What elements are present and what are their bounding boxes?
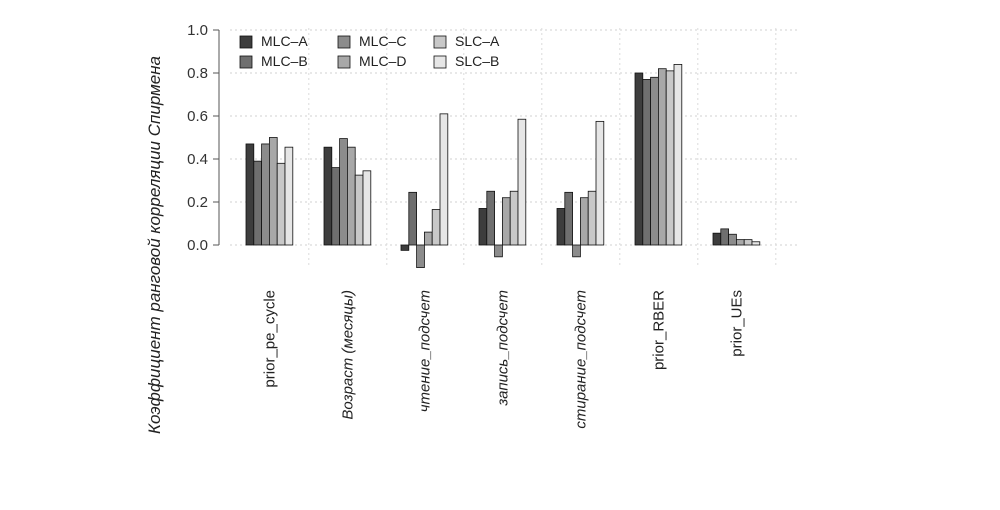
bar [339, 138, 348, 246]
bar [564, 191, 573, 246]
bars [245, 64, 761, 268]
y-tick-label: 0.8 [187, 65, 208, 82]
x-axis-labels: prior_pe_cycle Возраст (месяцы) чтение_под… [261, 290, 745, 429]
legend-swatch [337, 55, 351, 69]
bar [650, 76, 659, 246]
bar [408, 191, 417, 246]
bar [634, 72, 644, 246]
bar [595, 120, 605, 246]
y-tick-label: 0.2 [187, 194, 208, 211]
legend-swatch [433, 55, 447, 69]
bar [431, 209, 441, 246]
legend-label: SLC–B [455, 53, 499, 69]
bar [486, 190, 495, 246]
bar [423, 231, 433, 246]
bar [743, 239, 753, 246]
bar [253, 160, 263, 246]
y-tick-label: 0.0 [187, 237, 208, 254]
bar [751, 241, 761, 246]
bar [587, 190, 597, 246]
bar [276, 162, 286, 246]
y-tick-label: 0.6 [187, 108, 208, 125]
bar [362, 170, 372, 246]
legend-swatch [337, 35, 351, 49]
bar [712, 232, 722, 246]
legend: MLC–A MLC–B MLC–C MLC–D SLC–A SLC–B [239, 33, 500, 69]
legend-label: SLC–A [455, 33, 500, 49]
bar [658, 68, 667, 246]
x-tick-label: prior_RBER [650, 290, 667, 370]
bar [346, 146, 356, 246]
legend-label: MLC–D [359, 53, 406, 69]
y-axis: 1.0 0.8 0.6 0.4 0.2 0.0 [187, 22, 220, 254]
legend-swatch [239, 55, 253, 69]
bar [268, 137, 278, 246]
bar [439, 113, 449, 246]
bar [673, 64, 683, 246]
bar [556, 208, 566, 246]
x-tick-label: prior_UEs [728, 290, 745, 357]
bar [331, 167, 340, 246]
bar [284, 146, 294, 246]
bar [736, 239, 745, 246]
y-tick-label: 0.4 [187, 151, 208, 168]
bar [261, 143, 270, 246]
bar [580, 197, 589, 246]
x-tick-label: стирание_подсчет [572, 290, 589, 429]
x-tick-label: чтение_подсчет [416, 290, 433, 412]
bar [572, 244, 581, 258]
y-axis-label: Коэффициент ранговой корреляции Спирмена [145, 56, 164, 434]
legend-label: MLC–B [261, 53, 308, 69]
bar [509, 190, 519, 246]
bar [245, 143, 255, 246]
legend-swatch [239, 35, 253, 49]
x-tick-label: prior_pe_cycle [261, 290, 278, 388]
y-tick-label: 1.0 [187, 22, 208, 39]
bar [517, 118, 527, 246]
bar [642, 79, 651, 246]
bar [494, 244, 503, 258]
legend-swatch [433, 35, 447, 49]
x-tick-label: Возраст (месяцы) [339, 290, 356, 420]
bar [720, 228, 729, 246]
bar [501, 197, 511, 246]
bar [665, 70, 675, 246]
bar [354, 174, 364, 246]
bar [400, 244, 410, 251]
bar [728, 233, 737, 246]
x-tick-label: запись_подсчет [494, 290, 511, 407]
bar [323, 146, 333, 246]
bar [416, 244, 425, 268]
legend-label: MLC–C [359, 33, 406, 49]
bar [478, 208, 488, 246]
legend-label: MLC–A [261, 33, 308, 49]
